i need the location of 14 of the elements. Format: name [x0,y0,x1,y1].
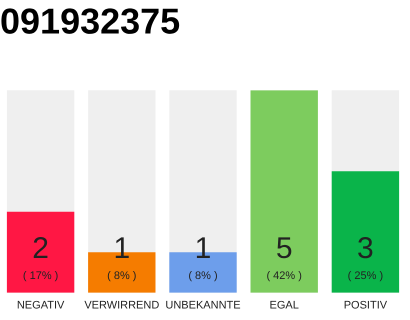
annotation: ( 8% ) [107,270,136,282]
chart-title: 091932375 [0,0,180,42]
data-label: 2 [32,232,49,266]
annotation: ( 25% ) [348,270,384,282]
annotation: ( 42% ) [266,270,302,282]
x-tick-label: EGAL [270,299,299,312]
x-tick-label: POSITIV [344,299,388,312]
annotation: ( 8% ) [188,270,218,282]
x-tick-label: NEGATIV [16,299,65,312]
x-tick-label: UNBEKANNTE [165,299,241,312]
data-label: 3 [357,232,374,266]
annotation: ( 17% ) [22,270,58,282]
x-tick-label: VERWIRREND [84,299,160,312]
data-label: 5 [276,232,293,266]
